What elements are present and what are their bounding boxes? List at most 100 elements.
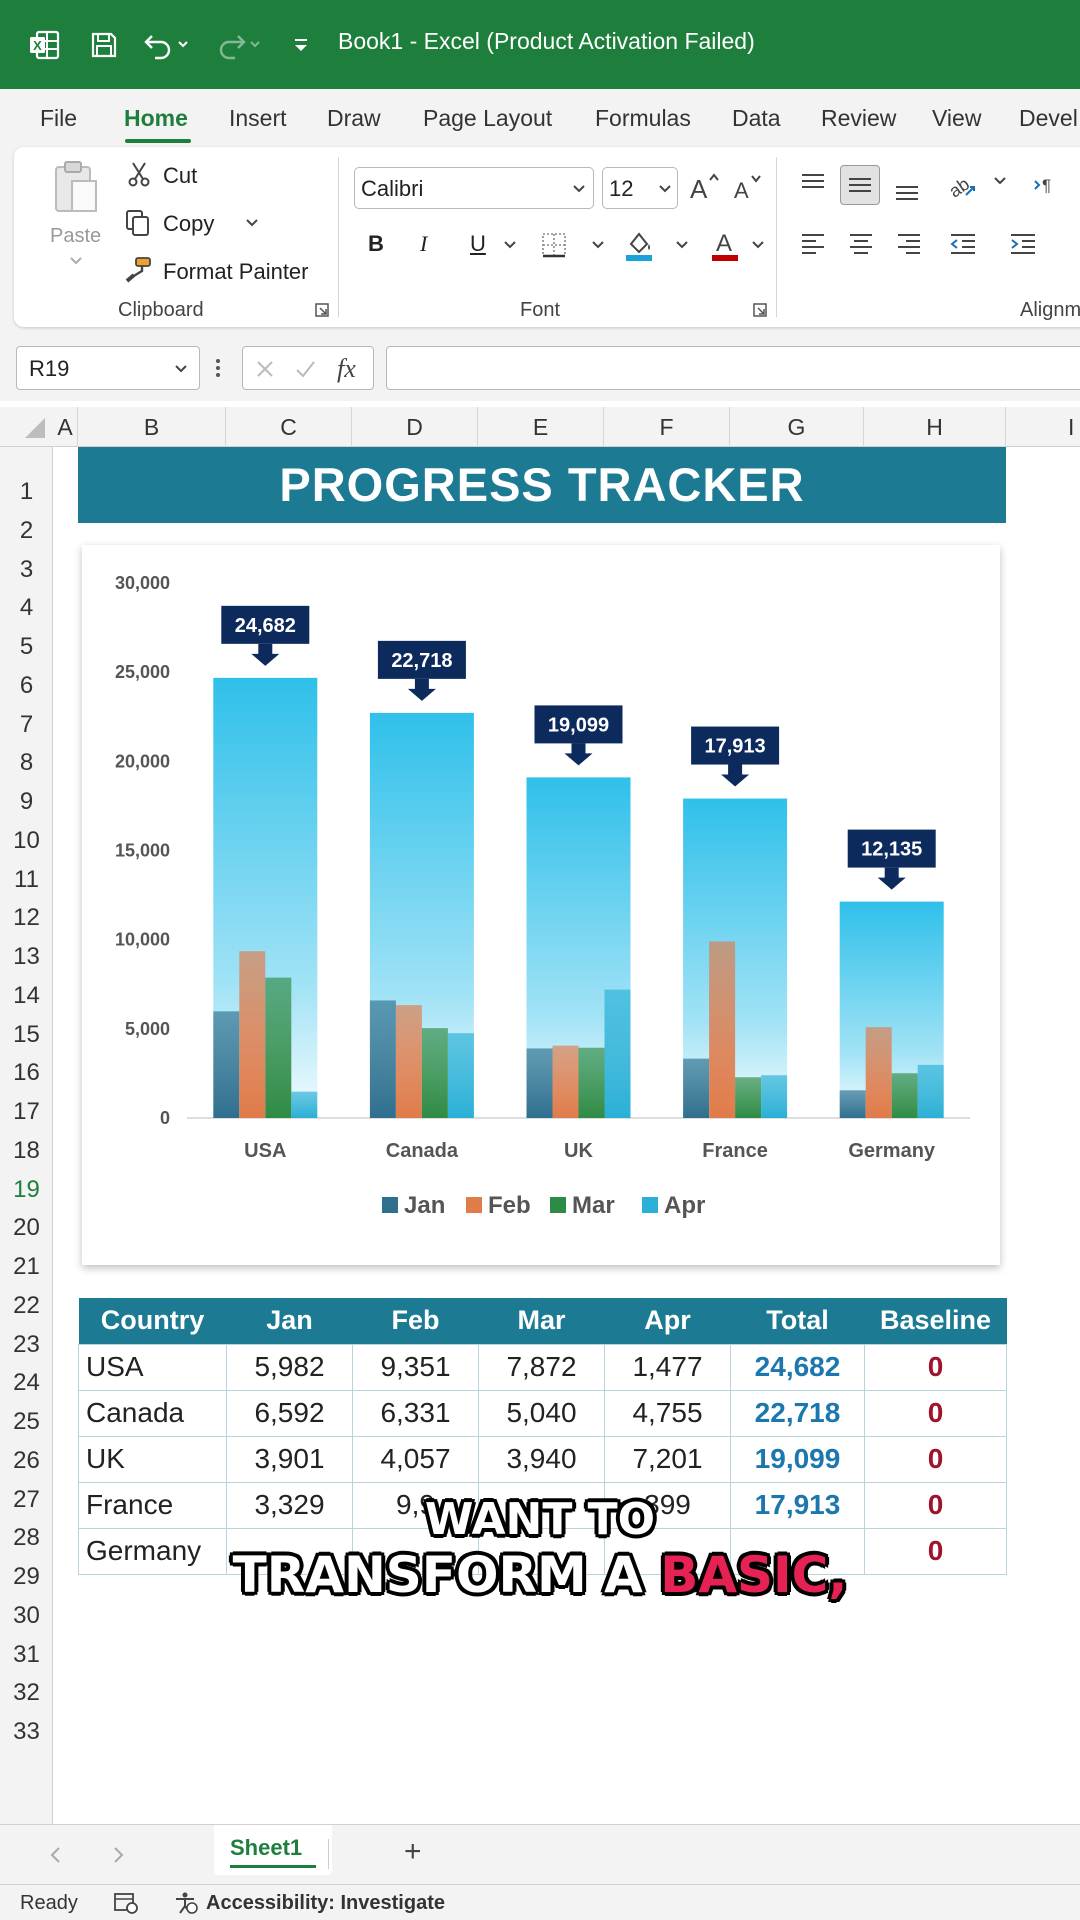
column-header-f[interactable]: F xyxy=(604,407,730,447)
table-cell[interactable]: 1,477 xyxy=(604,1343,731,1391)
tab-developer[interactable]: Devel xyxy=(1019,105,1078,131)
paste-icon[interactable] xyxy=(50,159,102,215)
bold-button[interactable]: B xyxy=(368,231,384,256)
table-cell[interactable]: USA xyxy=(78,1343,227,1391)
font-color-icon[interactable]: A xyxy=(708,227,742,263)
row-header[interactable]: 22 xyxy=(13,1291,40,1319)
row-header[interactable]: 16 xyxy=(13,1059,40,1087)
column-header-g[interactable]: G xyxy=(730,407,864,447)
text-direction-icon[interactable]: ¶ xyxy=(1030,169,1064,201)
orientation-dropdown-icon[interactable] xyxy=(992,175,1008,187)
tab-view[interactable]: View xyxy=(932,105,982,131)
paste-dropdown-icon[interactable] xyxy=(66,253,86,269)
table-cell[interactable] xyxy=(226,1527,353,1575)
column-header-b[interactable]: B xyxy=(78,407,226,447)
macro-recording-icon[interactable] xyxy=(112,1890,140,1916)
table-cell[interactable]: 19,099 xyxy=(730,1435,865,1483)
table-cell[interactable]: 24,682 xyxy=(730,1343,865,1391)
orientation-icon[interactable]: ab xyxy=(944,167,980,203)
table-cell[interactable]: 7,872 xyxy=(478,1343,605,1391)
copy-label[interactable]: Copy xyxy=(163,211,215,236)
add-sheet-button[interactable]: + xyxy=(404,1835,422,1868)
table-cell[interactable]: France xyxy=(78,1481,227,1529)
table-cell[interactable]: 7,201 xyxy=(604,1435,731,1483)
table-cell[interactable]: 5,040 xyxy=(478,1389,605,1437)
column-header-d[interactable]: D xyxy=(352,407,478,447)
decrease-font-size-icon[interactable]: A xyxy=(730,169,764,205)
table-cell[interactable]: 6,331 xyxy=(352,1389,479,1437)
align-center-icon[interactable] xyxy=(844,227,878,261)
accessibility-icon[interactable] xyxy=(172,1890,200,1916)
table-cell[interactable] xyxy=(604,1527,731,1575)
italic-button[interactable]: I xyxy=(420,231,428,256)
tab-data[interactable]: Data xyxy=(732,105,781,131)
row-header[interactable]: 11 xyxy=(14,865,39,893)
row-header[interactable]: 24 xyxy=(13,1369,40,1397)
table-cell[interactable]: UK xyxy=(78,1435,227,1483)
cut-icon[interactable] xyxy=(126,161,152,187)
tab-file[interactable]: File xyxy=(40,105,78,131)
row-header[interactable]: 13 xyxy=(13,943,40,970)
row-header[interactable]: 28 xyxy=(13,1524,40,1552)
table-cell[interactable]: 9,9 xyxy=(352,1481,479,1529)
table-cell[interactable]: 3,329 xyxy=(226,1481,353,1529)
align-right-icon[interactable] xyxy=(892,227,926,261)
tab-home[interactable]: Home xyxy=(124,105,188,131)
table-cell[interactable]: Canada xyxy=(78,1389,227,1437)
font-size-select[interactable]: 12 xyxy=(602,167,678,209)
fill-color-dropdown-icon[interactable] xyxy=(674,239,690,251)
table-cell[interactable] xyxy=(478,1527,605,1575)
borders-icon[interactable] xyxy=(538,229,570,261)
row-header[interactable]: 26 xyxy=(13,1446,40,1474)
row-header[interactable]: 21 xyxy=(13,1253,40,1280)
table-cell[interactable]: 4,755 xyxy=(604,1389,731,1437)
table-cell[interactable]: 9,351 xyxy=(352,1343,479,1391)
row-header[interactable]: 27 xyxy=(13,1485,40,1513)
decrease-indent-icon[interactable] xyxy=(946,227,980,261)
progress-chart[interactable]: 0 5,000 10,000 15,000 20,000 25,000 30,000 24,6… xyxy=(82,545,1000,1265)
fill-color-icon[interactable] xyxy=(622,227,656,263)
sheet-tab-sheet1[interactable]: Sheet1 xyxy=(214,1825,332,1875)
table-cell[interactable]: 0 xyxy=(864,1481,1007,1529)
table-cell[interactable] xyxy=(730,1527,865,1575)
table-cell[interactable]: 3,940 xyxy=(478,1435,605,1483)
status-accessibility[interactable]: Accessibility: Investigate xyxy=(206,1892,445,1914)
increase-indent-icon[interactable] xyxy=(1006,227,1040,261)
tab-review[interactable]: Review xyxy=(821,105,897,131)
table-cell[interactable]: 3,901 xyxy=(226,1435,353,1483)
save-icon[interactable] xyxy=(86,22,122,68)
clipboard-launcher-icon[interactable] xyxy=(314,302,330,318)
customize-toolbar-icon[interactable] xyxy=(288,22,314,68)
align-left-icon[interactable] xyxy=(796,227,830,261)
row-header[interactable]: 2 xyxy=(19,516,34,544)
format-painter-label[interactable]: Format Painter xyxy=(163,259,309,284)
tab-page-layout[interactable]: Page Layout xyxy=(423,105,553,131)
row-header[interactable]: 33 xyxy=(13,1718,40,1745)
row-header[interactable]: 25 xyxy=(13,1408,40,1435)
row-header[interactable]: 19 xyxy=(13,1175,40,1203)
font-launcher-icon[interactable] xyxy=(752,302,768,318)
row-header[interactable]: 29 xyxy=(13,1563,40,1590)
table-cell[interactable]: 0 xyxy=(864,1527,1007,1575)
table-cell[interactable]: Germany xyxy=(78,1527,227,1575)
column-header-a[interactable]: A xyxy=(53,407,78,447)
column-header-c[interactable]: C xyxy=(226,407,352,447)
table-cell[interactable]: 22,718 xyxy=(730,1389,865,1437)
row-header[interactable]: 18 xyxy=(13,1136,40,1164)
align-bottom-icon[interactable] xyxy=(890,173,924,207)
row-header[interactable]: 23 xyxy=(13,1330,40,1358)
borders-dropdown-icon[interactable] xyxy=(590,239,606,251)
table-cell[interactable] xyxy=(478,1481,605,1529)
column-header-i[interactable]: I xyxy=(1068,414,1075,440)
row-header[interactable]: 8 xyxy=(19,749,34,777)
more-options-icon[interactable] xyxy=(212,353,224,383)
formula-input[interactable] xyxy=(386,346,1080,390)
table-cell[interactable]: 0 xyxy=(864,1343,1007,1391)
select-all-button[interactable] xyxy=(20,415,48,441)
table-cell[interactable]: 4,057 xyxy=(352,1435,479,1483)
row-header[interactable]: 17 xyxy=(13,1098,40,1125)
cancel-entry-icon[interactable] xyxy=(251,355,279,383)
column-header-h[interactable]: H xyxy=(864,407,1006,447)
copy-dropdown-icon[interactable] xyxy=(244,217,260,229)
row-header[interactable]: 9 xyxy=(19,788,34,815)
